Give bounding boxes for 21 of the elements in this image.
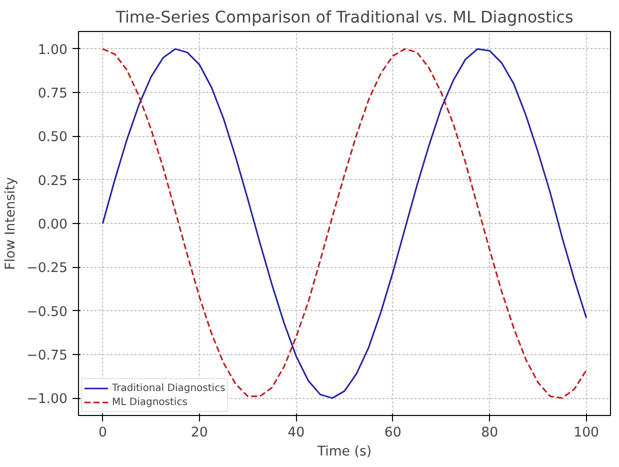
legend-label: Traditional Diagnostics <box>112 382 226 395</box>
y-tick-label: 1.00 <box>38 42 68 58</box>
line-series <box>102 48 588 399</box>
y-tick-label: 0.50 <box>38 130 68 146</box>
y-tick-label: 0.25 <box>38 174 68 189</box>
x-tick-label: 100 <box>574 426 600 440</box>
y-tick-label: −0.75 <box>26 348 68 364</box>
y-tick-label: −0.50 <box>26 304 68 320</box>
x-tick-label: 60 <box>384 426 402 440</box>
y-tick-label: 0.75 <box>38 86 68 102</box>
x-axis-title: Time (s) <box>316 444 372 460</box>
y-tick-label: 0.00 <box>38 218 68 232</box>
y-axis-title: Flow Intensity <box>4 177 19 270</box>
chart-title: Time-Series Comparison of Traditional vs. ML Diagnostics <box>114 8 574 26</box>
y-tick-label: −0.25 <box>26 261 68 276</box>
x-tick-label: 0 <box>98 426 107 440</box>
x-tick-label: 20 <box>190 426 208 440</box>
legend-label: ML Diagnostics <box>112 396 188 409</box>
y-tick-label: −1.00 <box>26 392 68 408</box>
x-tick-label: 40 <box>288 426 305 440</box>
x-tick-label: 80 <box>481 426 498 440</box>
